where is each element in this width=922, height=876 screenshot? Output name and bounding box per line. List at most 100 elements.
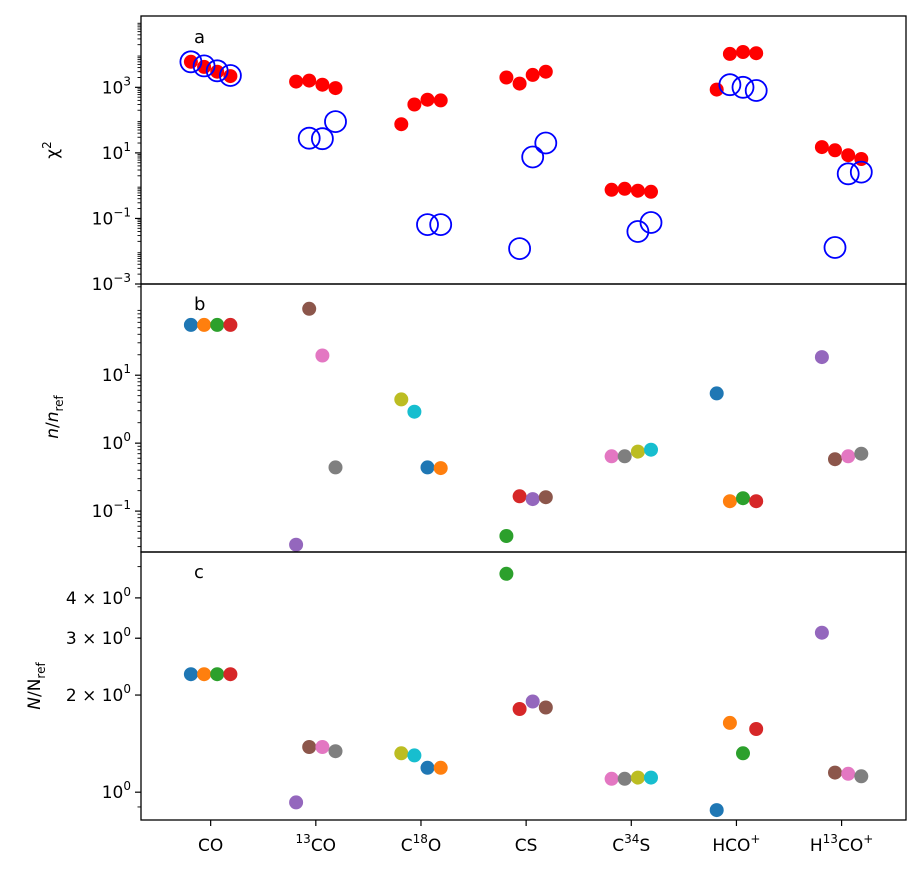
panel-c-point-0 bbox=[183, 667, 198, 682]
chi2-filled-point-14 bbox=[525, 67, 540, 82]
panel-b-point-0 bbox=[183, 317, 198, 332]
panel-c-point-16 bbox=[604, 771, 619, 786]
chi2-filled-point-6 bbox=[315, 77, 330, 92]
panel-a-ytick-label: 10−3 bbox=[92, 271, 131, 295]
chi2-open-point-17 bbox=[823, 236, 847, 259]
panel-b-point-27 bbox=[854, 446, 869, 461]
chi2-filled-point-12 bbox=[499, 70, 514, 85]
panel-c-point-10 bbox=[420, 760, 435, 775]
panel-a-markers bbox=[179, 45, 873, 261]
panel-b-point-12 bbox=[499, 529, 514, 543]
panel-b-point-3 bbox=[223, 317, 238, 332]
panel-b-point-10 bbox=[420, 460, 435, 475]
chi2-open-point-18 bbox=[836, 162, 860, 186]
panel-c-ytick-label: 3 × 100 bbox=[66, 625, 131, 649]
panel-b-point-20 bbox=[709, 386, 724, 401]
panel-c-markers bbox=[183, 566, 869, 818]
chi2-filled-point-15 bbox=[538, 64, 553, 79]
panel-b-point-11 bbox=[433, 461, 448, 476]
chi2-open-point-2 bbox=[205, 59, 229, 83]
chi2-open-point-0 bbox=[179, 50, 203, 74]
panel-c-point-8 bbox=[394, 746, 409, 761]
panel-b-label: b bbox=[194, 294, 205, 315]
panel-b-point-26 bbox=[841, 449, 856, 464]
chi2-filled-point-17 bbox=[617, 181, 632, 196]
chi2-filled-point-18 bbox=[630, 183, 645, 198]
panel-c-point-3 bbox=[223, 667, 238, 682]
x-tick-label-2: C18O bbox=[401, 832, 442, 856]
panel-b-point-17 bbox=[617, 449, 632, 464]
chi2-open-point-7 bbox=[416, 213, 439, 237]
panel-b-point-8 bbox=[394, 392, 409, 407]
chi2-filled-point-26 bbox=[841, 148, 856, 163]
chi2-filled-point-22 bbox=[736, 45, 750, 59]
chi2-open-point-14 bbox=[718, 73, 742, 97]
panel-c-point-15 bbox=[538, 700, 553, 715]
panel-b-point-1 bbox=[197, 317, 212, 332]
panel-c-point-14 bbox=[525, 694, 540, 709]
panel-c-y-ticks: 100 2 × 100 3 × 100 4 × 100 bbox=[66, 566, 141, 808]
panel-c-point-12 bbox=[499, 566, 514, 581]
panel-c-point-24 bbox=[814, 625, 829, 640]
chi2-filled-point-19 bbox=[644, 184, 658, 199]
chi2-open-point-4 bbox=[297, 126, 321, 150]
panel-b-point-9 bbox=[407, 404, 422, 419]
panel-c-point-7 bbox=[328, 744, 343, 759]
panel-b-point-23 bbox=[749, 494, 764, 509]
panel-b-ytick-label: 10−1 bbox=[92, 498, 131, 522]
panel-c-point-21 bbox=[722, 715, 737, 730]
chi2-filled-point-25 bbox=[828, 143, 842, 158]
x-tick-label-1: 13CO bbox=[296, 832, 337, 856]
panel-b-ytick-label: 100 bbox=[102, 430, 131, 454]
panel-c-frame bbox=[140, 551, 907, 821]
chi2-filled-point-7 bbox=[328, 81, 343, 96]
panel-c-point-17 bbox=[617, 771, 632, 786]
panel-c-point-2 bbox=[210, 667, 225, 682]
chi2-filled-point-11 bbox=[433, 93, 448, 108]
panel-b-point-18 bbox=[630, 444, 645, 459]
panel-b-markers bbox=[183, 301, 869, 552]
panel-b-point-4 bbox=[289, 537, 304, 552]
panel-c-point-6 bbox=[315, 740, 330, 754]
panel-c-point-22 bbox=[736, 746, 750, 761]
x-tick-label-6: H13CO+ bbox=[810, 832, 873, 856]
panel-c-ytick-label: 100 bbox=[102, 779, 131, 803]
chi2-filled-point-0 bbox=[183, 54, 198, 69]
panel-b-point-6 bbox=[315, 348, 330, 363]
panel-c-point-26 bbox=[841, 766, 856, 781]
panel-c-point-18 bbox=[630, 770, 645, 785]
panel-c-point-1 bbox=[197, 667, 212, 682]
panel-b-point-24 bbox=[814, 350, 829, 365]
chi2-open-point-1 bbox=[192, 54, 216, 78]
chi2-open-point-19 bbox=[849, 160, 873, 184]
chi2-open-point-6 bbox=[324, 110, 347, 133]
chi2-open-point-5 bbox=[310, 127, 334, 151]
panel-b-point-5 bbox=[302, 301, 317, 316]
chi2-filled-point-9 bbox=[407, 97, 422, 112]
x-axis: CO 13CO C18O CS C34S HCO+ H13CO+ bbox=[198, 820, 873, 856]
chi2-open-point-12 bbox=[626, 220, 650, 243]
chi2-open-point-13 bbox=[639, 211, 663, 234]
chi2-filled-point-27 bbox=[854, 152, 869, 166]
chi2-open-point-11 bbox=[534, 131, 558, 155]
chi2-filled-point-5 bbox=[302, 73, 317, 88]
panel-c-label: c bbox=[194, 562, 204, 583]
chi2-filled-point-24 bbox=[814, 140, 829, 155]
x-tick-label-5: HCO+ bbox=[712, 832, 760, 856]
x-tick-label-0: CO bbox=[198, 836, 223, 856]
panel-c-point-4 bbox=[289, 795, 304, 810]
chi2-filled-point-4 bbox=[289, 74, 304, 89]
panel-c-ytick-label: 4 × 100 bbox=[66, 585, 131, 609]
panel-b-point-21 bbox=[722, 494, 737, 509]
chi2-open-point-3 bbox=[218, 64, 242, 87]
panel-c-point-25 bbox=[828, 765, 842, 780]
panel-a-ytick-label: 103 bbox=[102, 74, 131, 98]
x-tick-label-4: C34S bbox=[612, 832, 650, 856]
panel-c-ytick-label: 2 × 100 bbox=[66, 682, 131, 706]
panel-c-point-11 bbox=[433, 760, 448, 775]
chi2-open-point-10 bbox=[521, 145, 545, 169]
